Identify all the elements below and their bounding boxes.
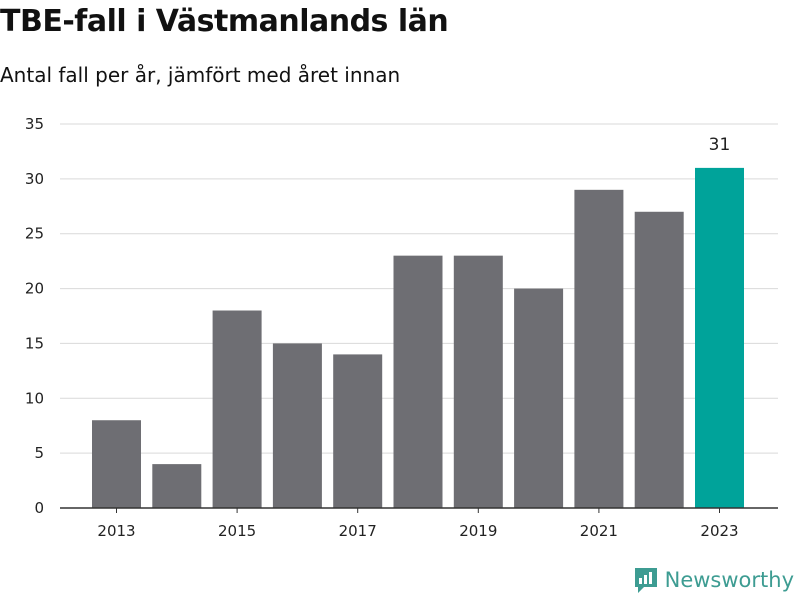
x-tick-label: 2017 bbox=[339, 522, 377, 540]
y-tick-label: 5 bbox=[34, 444, 44, 462]
y-tick-label: 25 bbox=[25, 225, 44, 243]
bar-2020 bbox=[514, 288, 564, 508]
bar-2021 bbox=[574, 189, 624, 509]
bar-2015 bbox=[212, 310, 262, 508]
bar-2014 bbox=[152, 464, 202, 508]
y-tick-label: 0 bbox=[34, 499, 44, 517]
x-tick-label: 2023 bbox=[700, 522, 738, 540]
y-tick-label: 10 bbox=[25, 389, 44, 407]
data-label: 31 bbox=[709, 135, 731, 155]
brand-name: Newsworthy bbox=[664, 568, 794, 592]
y-tick-label: 20 bbox=[25, 280, 44, 298]
chart-title: TBE-fall i Västmanlands län bbox=[0, 4, 449, 39]
bar-2017 bbox=[333, 354, 383, 508]
bar-2013 bbox=[92, 420, 141, 508]
y-tick-label: 30 bbox=[25, 170, 44, 188]
bar-2018 bbox=[393, 255, 443, 508]
x-tick-label: 2013 bbox=[97, 522, 135, 540]
bar-2016 bbox=[272, 343, 322, 508]
bar-2023 bbox=[695, 167, 744, 508]
chart-subtitle: Antal fall per år, jämfört med året inna… bbox=[0, 63, 401, 87]
newsworthy-logo-icon bbox=[634, 568, 657, 593]
y-tick-label: 35 bbox=[25, 115, 44, 133]
bar-2022 bbox=[634, 211, 684, 508]
y-tick-label: 15 bbox=[25, 334, 44, 352]
x-tick-label: 2019 bbox=[459, 522, 497, 540]
x-tick-label: 2021 bbox=[580, 522, 618, 540]
bar-2019 bbox=[453, 255, 503, 508]
x-tick-label: 2015 bbox=[218, 522, 256, 540]
newsworthy-logo: Newsworthy bbox=[633, 566, 794, 594]
